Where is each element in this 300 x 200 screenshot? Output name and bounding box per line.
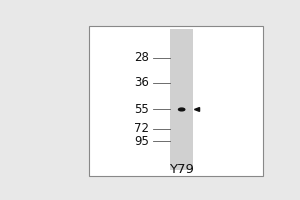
Ellipse shape <box>178 108 185 111</box>
Polygon shape <box>194 108 200 111</box>
Text: 72: 72 <box>134 122 149 135</box>
Text: Y79: Y79 <box>169 163 194 176</box>
Text: 95: 95 <box>134 135 149 148</box>
Text: 28: 28 <box>134 51 149 64</box>
Text: 36: 36 <box>134 76 149 89</box>
Bar <box>170 29 193 170</box>
Bar <box>89 26 263 176</box>
Text: 55: 55 <box>134 103 149 116</box>
